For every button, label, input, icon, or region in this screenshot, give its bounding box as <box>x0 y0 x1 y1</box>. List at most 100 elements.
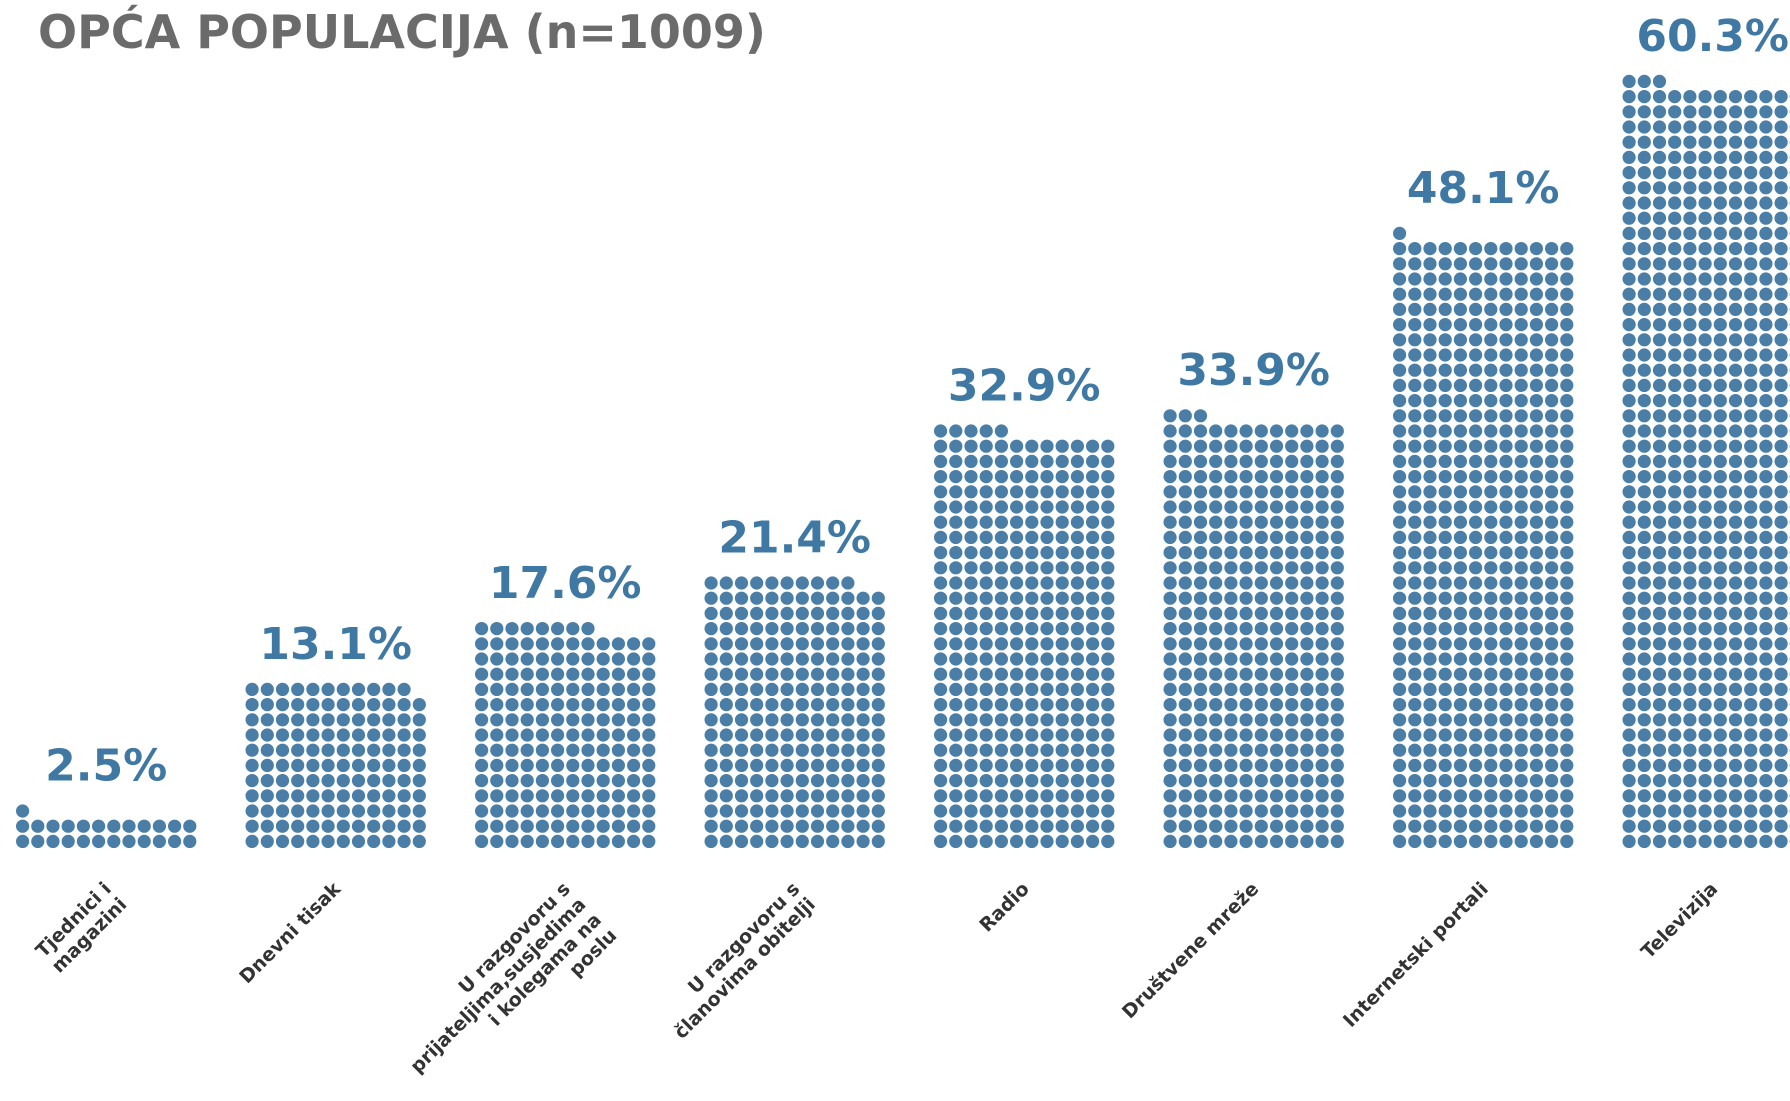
dot <box>1469 652 1483 666</box>
dot <box>1560 287 1574 301</box>
dot <box>1178 622 1192 636</box>
dot <box>1393 622 1407 636</box>
dot <box>750 728 764 742</box>
dot <box>949 576 963 590</box>
dot <box>934 515 948 529</box>
dot <box>1560 302 1574 316</box>
dot <box>1269 454 1284 468</box>
dot <box>1010 743 1024 757</box>
dot <box>1683 546 1697 560</box>
dot <box>1713 409 1727 423</box>
dot <box>964 774 978 788</box>
dot <box>1637 561 1651 575</box>
dot <box>1728 758 1743 773</box>
dot <box>704 819 718 833</box>
dot <box>856 804 870 818</box>
dot <box>1698 196 1712 210</box>
dot <box>719 637 733 651</box>
dot <box>260 682 274 697</box>
dot <box>152 834 166 849</box>
dot <box>1163 561 1177 575</box>
dot <box>1713 834 1727 849</box>
dot <box>1698 682 1712 697</box>
dot <box>1499 834 1513 849</box>
dot <box>1209 774 1223 788</box>
dot <box>1499 378 1513 392</box>
dot <box>1652 667 1667 681</box>
dot <box>1086 728 1100 742</box>
dot <box>1423 576 1437 590</box>
dot <box>306 804 320 818</box>
dot <box>1560 637 1574 651</box>
dot <box>1393 728 1407 742</box>
dot <box>1330 576 1344 590</box>
dot <box>1315 667 1329 681</box>
dot <box>1759 348 1773 362</box>
dot <box>1683 196 1697 210</box>
dot <box>1209 682 1223 697</box>
dot <box>1438 272 1452 286</box>
dot <box>1728 211 1743 225</box>
dot <box>1423 561 1437 575</box>
dot <box>734 652 749 666</box>
dot <box>934 591 948 605</box>
dot <box>351 819 366 833</box>
dot <box>1423 546 1437 560</box>
dot <box>275 804 290 818</box>
dot <box>1499 348 1513 362</box>
dot <box>1393 561 1407 575</box>
dot <box>1453 834 1467 849</box>
dot <box>1622 196 1636 210</box>
dot <box>1178 530 1192 545</box>
dot <box>1315 774 1329 788</box>
dot <box>1193 576 1208 590</box>
dot <box>1744 485 1758 499</box>
dot <box>1484 561 1498 575</box>
dot <box>520 728 534 742</box>
dot <box>1683 211 1697 225</box>
dot <box>1759 530 1773 545</box>
dot <box>1040 834 1054 849</box>
dot <box>76 834 90 849</box>
dot <box>1086 804 1100 818</box>
dot <box>1408 622 1422 636</box>
dot <box>1408 302 1422 316</box>
dot <box>1545 302 1559 316</box>
dot <box>1759 834 1773 849</box>
dot <box>412 774 426 788</box>
dot <box>1744 667 1758 681</box>
dot <box>871 804 885 818</box>
dot <box>780 606 794 621</box>
dot <box>1453 409 1467 423</box>
dot <box>856 774 870 788</box>
dot <box>826 652 840 666</box>
dot <box>1163 576 1177 590</box>
dot <box>1055 591 1069 605</box>
dot <box>1652 774 1667 788</box>
dot <box>1330 515 1344 529</box>
dot <box>765 591 779 605</box>
dot <box>581 667 595 681</box>
dot <box>979 652 993 666</box>
dot <box>1698 530 1712 545</box>
dot <box>1698 257 1712 271</box>
dot <box>1759 424 1773 438</box>
dot <box>1254 576 1268 590</box>
dot <box>1315 515 1329 529</box>
dot <box>1744 758 1758 773</box>
dot <box>1652 120 1667 134</box>
dot <box>627 789 641 803</box>
dot <box>1285 728 1299 742</box>
dot <box>1759 774 1773 788</box>
dot <box>1025 804 1039 818</box>
dot <box>1178 698 1192 712</box>
dot <box>1070 819 1084 833</box>
dot <box>1668 713 1682 727</box>
dot <box>856 652 870 666</box>
dot <box>1744 378 1758 392</box>
dot <box>1055 530 1069 545</box>
dot <box>765 622 779 636</box>
dot <box>1545 394 1559 408</box>
dot <box>1637 515 1651 529</box>
dot <box>1545 454 1559 468</box>
